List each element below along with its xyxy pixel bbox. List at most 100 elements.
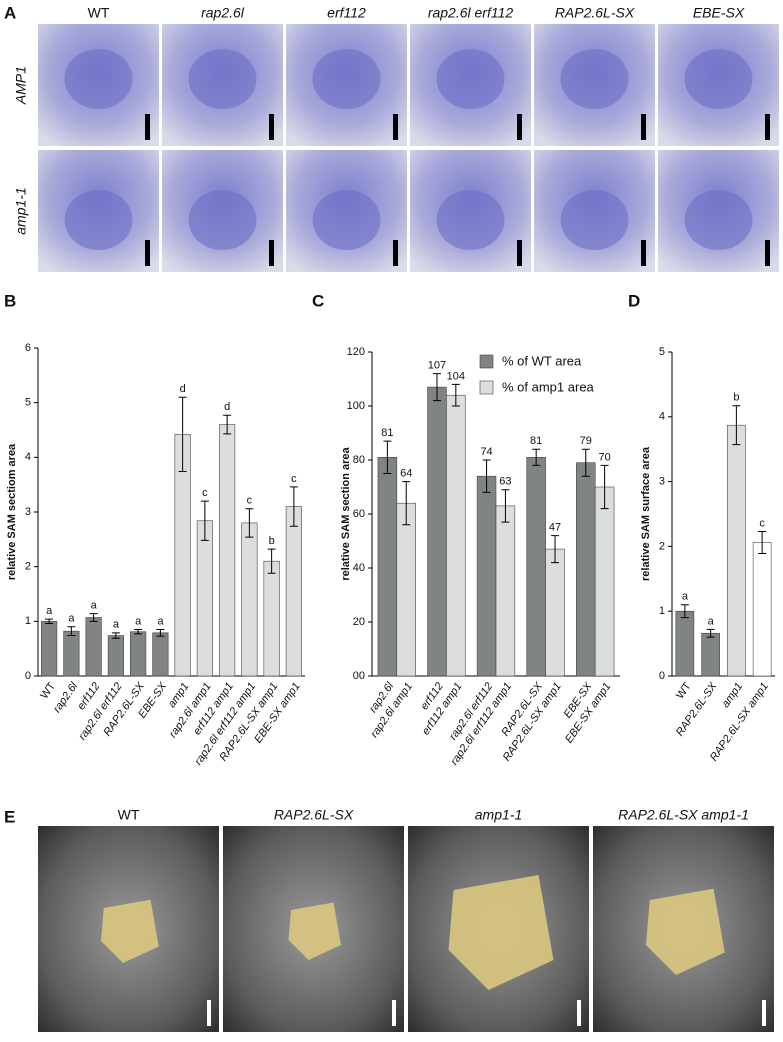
scale-bar [641, 114, 646, 140]
scale-bar [577, 1000, 581, 1026]
significance-label: c [247, 495, 253, 507]
x-tick-label: rap2.6l [51, 680, 80, 715]
error-bar [451, 383, 460, 407]
meristem [684, 49, 753, 109]
significance-label: a [135, 615, 142, 627]
significance-label: a [157, 615, 164, 627]
value-label: 64 [400, 468, 412, 480]
column-label: erf112 [327, 5, 366, 21]
significance-label: c [759, 517, 765, 529]
significance-label: a [113, 619, 120, 631]
significance-label: a [708, 615, 715, 627]
bar [63, 630, 80, 677]
bar [701, 632, 720, 677]
significance-label: a [682, 591, 689, 603]
scale-bar [269, 114, 274, 140]
column-label: WT [118, 807, 140, 823]
meristem-highlight [646, 888, 725, 975]
row-label: AMP1 [13, 66, 29, 105]
value-label: 70 [598, 451, 610, 463]
legend-swatch [479, 354, 494, 369]
error-bar [501, 489, 510, 523]
bar [526, 456, 546, 677]
bar [396, 502, 416, 677]
column-label: WT [88, 5, 110, 21]
value-label: 47 [549, 522, 561, 534]
bar [152, 632, 169, 677]
value-label: 81 [530, 435, 542, 447]
error-bar [45, 618, 54, 625]
column-label: RAP2.6L-SX amp1-1 [618, 807, 749, 823]
y-tick-label: 1 [25, 615, 31, 627]
significance-label: d [224, 401, 230, 413]
error-bar [432, 373, 441, 402]
error-bar [551, 535, 560, 564]
bar [263, 560, 280, 677]
column-label: amp1-1 [475, 807, 522, 823]
error-bar [111, 632, 120, 639]
error-bar [245, 508, 254, 538]
significance-label: c [291, 473, 297, 485]
error-bar [289, 486, 298, 527]
error-bar [383, 440, 392, 474]
scale-bar [517, 114, 522, 140]
y-tick-label: 40 [353, 562, 365, 574]
x-tick-label: WT [38, 680, 58, 701]
y-tick-label: 3 [25, 506, 31, 518]
error-bar [178, 396, 187, 473]
significance-label: a [91, 600, 98, 612]
scale-bar [207, 1000, 211, 1026]
y-tick-label: 3 [659, 476, 665, 488]
bar [727, 424, 746, 677]
y-axis-label: relative SAM sectiom area [6, 443, 18, 580]
x-tick-label: WT [674, 680, 694, 701]
meristem [560, 190, 629, 250]
error-bar [706, 628, 715, 638]
meristem [64, 190, 133, 250]
scale-bar [145, 240, 150, 266]
y-axis-label: relative SAM section area [340, 446, 352, 580]
y-tick-label: 6 [25, 342, 31, 354]
y-tick-label: 5 [659, 346, 665, 358]
y-tick-label: 100 [347, 400, 365, 412]
significance-label: a [68, 613, 75, 625]
panel-label: C [312, 291, 324, 310]
y-tick-label: 2 [659, 540, 665, 552]
scale-bar [641, 240, 646, 266]
bar [476, 475, 497, 677]
panel-label: A [4, 3, 16, 22]
y-tick-label: 0 [659, 670, 665, 682]
error-bar [758, 530, 767, 555]
scale-bar [765, 240, 770, 266]
panel-label: D [628, 291, 640, 310]
bar [427, 386, 447, 677]
meristem [684, 190, 753, 250]
y-tick-label: 60 [353, 508, 365, 520]
error-bar [134, 629, 143, 635]
error-bar [156, 629, 165, 637]
error-bar [200, 500, 209, 541]
significance-label: d [180, 383, 186, 395]
column-label: EBE-SX [693, 5, 745, 21]
value-label: 81 [381, 427, 393, 439]
scale-bar [392, 1000, 396, 1026]
y-tick-label: 5 [25, 397, 31, 409]
y-tick-label: 2 [25, 561, 31, 573]
y-tick-label: 4 [659, 411, 665, 423]
value-label: 74 [480, 446, 492, 458]
bar [196, 520, 213, 677]
significance-label: b [269, 535, 275, 547]
error-bar [532, 448, 541, 466]
scale-bar [393, 114, 398, 140]
bar [285, 506, 302, 677]
value-label: 63 [499, 476, 511, 488]
value-label: 104 [447, 370, 465, 382]
y-tick-label: 0 [25, 670, 31, 682]
significance-label: b [733, 392, 739, 404]
y-tick-label: 80 [353, 454, 365, 466]
column-label: rap2.6l [201, 5, 245, 21]
x-tick-label: amp1 [720, 681, 746, 710]
scale-bar [762, 1000, 766, 1026]
bar [241, 522, 258, 677]
